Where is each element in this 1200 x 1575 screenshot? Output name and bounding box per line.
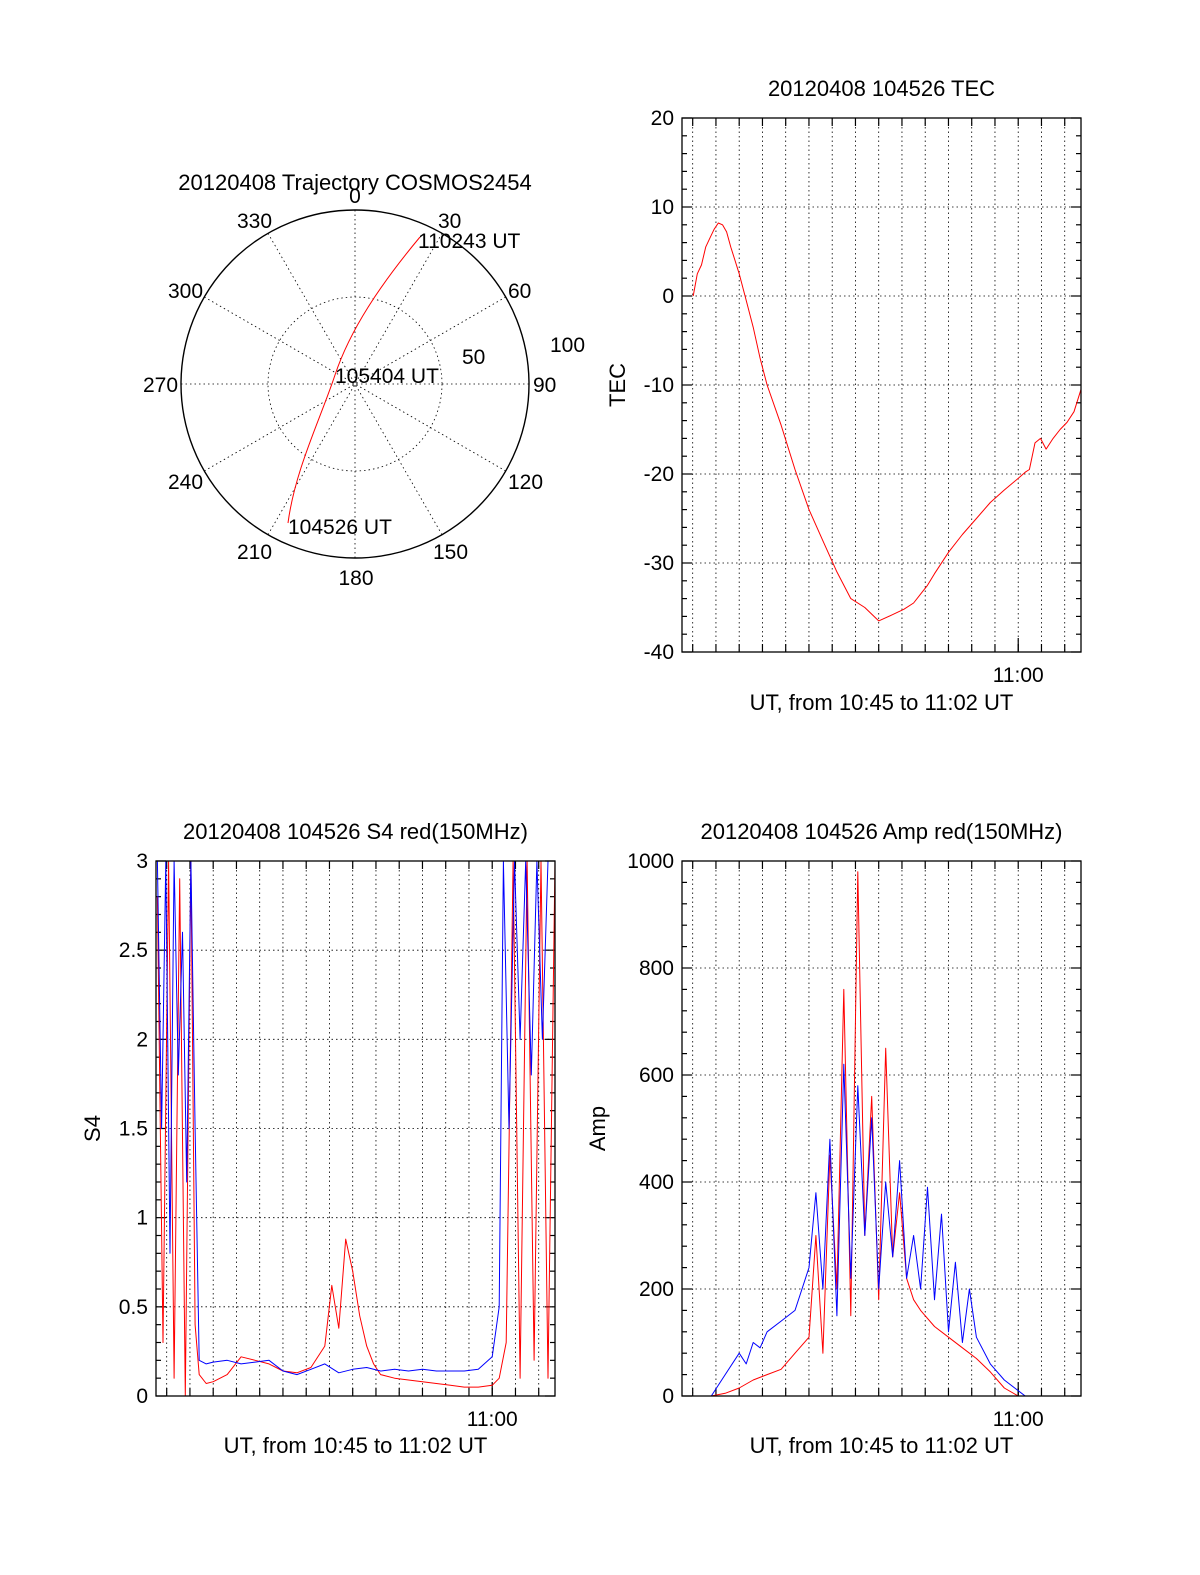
polar-radius-label-100: 100	[550, 334, 585, 357]
tec-chart-panel: 20 10 0 -10 -20 -30 -40 11:00 20120408 104526 TE…	[605, 76, 1082, 715]
amp-y-axis-label: Amp	[585, 1106, 610, 1151]
polar-radius-label-50: 50	[462, 346, 485, 369]
s4-x-axis-label: UT, from 10:45 to 11:02 UT	[224, 1433, 488, 1458]
polar-azimuth-label: 330	[237, 210, 272, 233]
polar-azimuth-label: 60	[508, 280, 531, 303]
amp-chart-title: 20120408 104526 Amp red(150MHz)	[700, 819, 1062, 844]
tec-series-line-red	[692, 222, 1081, 622]
s4-y-tick-label: 1	[136, 1207, 148, 1230]
polar-azimuth-labels: 0 30 60 90 120 150 180 210 240 270 300 330	[143, 185, 556, 590]
polar-outer-circle	[180, 209, 530, 559]
s4-y-tick-label: 0.5	[119, 1296, 148, 1319]
tec-y-tick-label: 10	[651, 196, 674, 219]
amp-x-axis-label: UT, from 10:45 to 11:02 UT	[750, 1433, 1014, 1458]
polar-azimuth-label: 240	[168, 471, 203, 494]
tec-plot-frame	[681, 117, 1082, 653]
tec-y-tick-label: -10	[644, 374, 674, 397]
s4-series-line-red	[156, 861, 555, 1396]
amp-y-tick-label: 600	[639, 1064, 674, 1087]
amp-x-tick-label: 11:00	[993, 1408, 1044, 1431]
s4-plot-frame	[155, 860, 556, 1397]
s4-chart-panel: 3 2.5 2 1.5 1 0.5 0 11:00 20120408 104526 S4 red…	[80, 819, 556, 1458]
amp-plot-frame	[681, 860, 1082, 1397]
polar-azimuth-label: 90	[533, 374, 556, 397]
s4-y-tick-label: 3	[136, 850, 148, 873]
tec-y-tick-label: -20	[644, 463, 674, 486]
polar-azimuth-label: 0	[349, 185, 361, 208]
tec-x-axis-label: UT, from 10:45 to 11:02 UT	[750, 690, 1014, 715]
s4-y-tick-label: 2.5	[119, 939, 148, 962]
polar-azimuth-label: 150	[433, 541, 468, 564]
amp-chart-panel: 1000 800 600 400 200 0 11:00 20120408 104526 Am…	[585, 819, 1082, 1458]
amp-y-tick-label: 800	[639, 957, 674, 980]
s4-y-tick-label: 0	[136, 1385, 148, 1408]
polar-azimuth-label: 210	[237, 541, 272, 564]
satellite-trajectory-line	[287, 236, 421, 524]
tec-y-tick-label: -30	[644, 552, 674, 575]
tec-y-tick-label: -40	[644, 641, 674, 664]
polar-azimuth-label: 120	[508, 471, 543, 494]
polar-azimuth-label: 270	[143, 374, 178, 397]
amp-y-tick-label: 0	[662, 1385, 674, 1408]
amp-y-tick-label: 1000	[627, 850, 674, 873]
tec-x-tick-label: 11:00	[993, 664, 1044, 687]
s4-chart-title: 20120408 104526 S4 red(150MHz)	[183, 819, 528, 844]
polar-azimuth-label: 30	[438, 210, 461, 233]
polar-grid	[181, 210, 529, 558]
s4-series-line-blue	[156, 861, 555, 1376]
tec-chart-title: 20120408 104526 TEC	[768, 76, 995, 101]
polar-title: 20120408 Trajectory COSMOS2454	[178, 170, 531, 195]
amp-y-tick-label: 400	[639, 1171, 674, 1194]
polar-azimuth-label: 180	[338, 567, 373, 590]
amp-series-line-red	[682, 871, 1081, 1396]
tec-y-tick-label: 0	[662, 285, 674, 308]
s4-x-tick-label: 11:00	[467, 1408, 518, 1431]
trajectory-mid-label: 105404 UT	[335, 365, 439, 388]
tec-y-tick-label: 20	[651, 107, 674, 130]
amp-y-tick-label: 200	[639, 1278, 674, 1301]
amp-series-line-blue	[682, 1063, 1081, 1396]
s4-y-tick-label: 1.5	[119, 1118, 148, 1141]
polar-azimuth-label: 300	[168, 280, 203, 303]
tec-y-axis-label: TEC	[605, 363, 630, 407]
s4-y-tick-label: 2	[136, 1028, 148, 1051]
trajectory-end-label: 110243 UT	[418, 230, 521, 253]
polar-trajectory-panel: 20120408 Trajectory COSMOS2454 0 30 60 90 12…	[143, 170, 585, 590]
s4-y-axis-label: S4	[80, 1115, 105, 1142]
trajectory-start-label: 104526 UT	[288, 516, 392, 539]
